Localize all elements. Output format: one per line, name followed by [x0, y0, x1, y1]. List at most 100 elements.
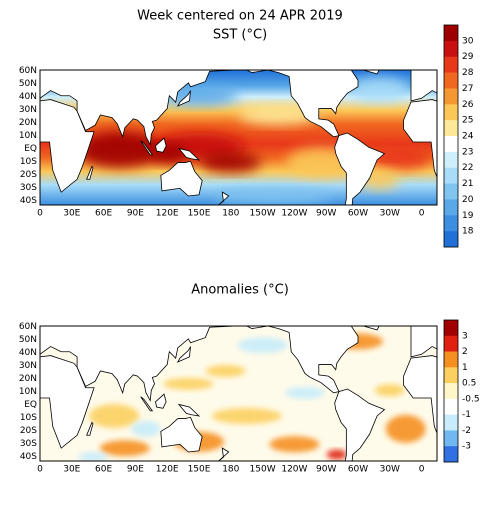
colorbar-swatch: [444, 351, 458, 368]
anomaly-region: [163, 377, 214, 390]
land: [140, 396, 154, 412]
anomaly-region: [237, 337, 288, 354]
land: [176, 346, 191, 363]
land: [86, 165, 94, 180]
land: [217, 447, 230, 461]
subtitle: SST (°C): [213, 28, 267, 43]
map-field: [40, 70, 437, 205]
lat-label: 50N: [19, 335, 37, 345]
lon-label: 60E: [95, 209, 112, 219]
colorbar-label: 25: [462, 116, 473, 126]
colorbar-swatch: [444, 446, 458, 463]
sst-region: [147, 143, 188, 164]
land: [363, 70, 380, 75]
land: [334, 132, 386, 205]
colorbar-swatch: [444, 104, 458, 121]
colorbar-label: -3: [462, 442, 471, 452]
colorbar-label: 28: [462, 68, 474, 78]
lon-label: 120W: [281, 209, 307, 219]
land: [86, 421, 94, 436]
land: [363, 326, 380, 331]
sst-region: [238, 105, 319, 125]
lon-label: 150W: [250, 209, 276, 219]
colorbar-label: 26: [462, 100, 474, 110]
colorbar-swatch: [444, 231, 458, 248]
colorbar-swatch: [444, 167, 458, 184]
anomaly-region: [374, 384, 405, 397]
lat-label: 10S: [20, 413, 37, 423]
land: [177, 147, 201, 161]
land: [40, 355, 95, 449]
land: [40, 99, 95, 193]
colorbar-swatch: [444, 430, 458, 447]
colorbar-swatch: [444, 88, 458, 105]
anomaly-region: [78, 452, 108, 461]
land: [245, 326, 359, 394]
lat-label: 20N: [19, 374, 37, 384]
sst-region: [200, 152, 261, 173]
anomaly-region: [99, 440, 150, 457]
anomaly-region: [326, 449, 347, 460]
colorbar-label: -0.5: [462, 394, 480, 404]
lat-label: 10S: [20, 157, 37, 167]
map-frame: [39, 69, 438, 206]
anomaly-region: [205, 365, 246, 377]
lon-label: 60E: [95, 465, 112, 475]
lon-label: 180: [222, 465, 239, 475]
land: [410, 326, 437, 358]
land: [40, 326, 239, 402]
lat-label: 40S: [20, 196, 37, 206]
land: [40, 70, 239, 146]
lon-label: 120E: [156, 465, 179, 475]
colorbar-label: 3: [462, 331, 468, 341]
colorbar-label: -2: [462, 426, 471, 436]
lon-label: 90E: [127, 465, 144, 475]
anomaly-region: [285, 386, 325, 399]
colorbar-swatch: [444, 215, 458, 232]
colorbar-swatch: [444, 414, 458, 431]
colorbar-label: 23: [462, 147, 473, 157]
colorbar-label: 24: [462, 132, 474, 142]
lat-label: 10N: [19, 387, 37, 397]
lat-label: 20S: [20, 170, 37, 180]
lat-label: 40S: [20, 452, 37, 462]
lat-label: 50N: [19, 79, 37, 89]
colorbar-swatch: [444, 335, 458, 352]
anomaly-region: [269, 436, 320, 453]
lon-label: 150W: [250, 465, 276, 475]
colorbar-label: 29: [462, 52, 474, 62]
colorbar-swatch: [444, 320, 458, 337]
colorbar-label: 27: [462, 84, 473, 94]
colorbar-label: 20: [462, 195, 474, 205]
colorbar-label: 30: [462, 36, 474, 46]
anomaly-region: [131, 420, 161, 437]
land: [155, 137, 167, 153]
colorbar-swatch: [444, 120, 458, 137]
colorbar-swatch: [444, 56, 458, 73]
land: [403, 355, 437, 435]
colorbar-label: 19: [462, 211, 474, 221]
colorbar-label: 18: [462, 227, 474, 237]
lat-label: 20N: [19, 118, 37, 128]
colorbar-label: 2: [462, 347, 468, 357]
land: [403, 99, 437, 179]
lat-label: EQ: [24, 400, 37, 410]
lat-label: 60N: [19, 66, 37, 76]
lat-label: 20S: [20, 426, 37, 436]
land: [160, 416, 203, 453]
sst-region: [370, 145, 431, 170]
lat-label: 60N: [19, 322, 37, 332]
map-frame: [39, 325, 438, 462]
lat-label: 10N: [19, 131, 37, 141]
anomaly-region: [211, 408, 282, 424]
anomaly-title: Anomalies (°C): [191, 283, 289, 298]
colorbar-swatch: [444, 183, 458, 200]
land: [410, 70, 437, 102]
land: [245, 70, 359, 138]
lon-label: 30E: [63, 465, 80, 475]
lon-label: 150E: [188, 465, 211, 475]
lon-label: 150E: [188, 209, 211, 219]
lon-label: 60W: [348, 465, 368, 475]
lon-label: 30W: [380, 209, 400, 219]
